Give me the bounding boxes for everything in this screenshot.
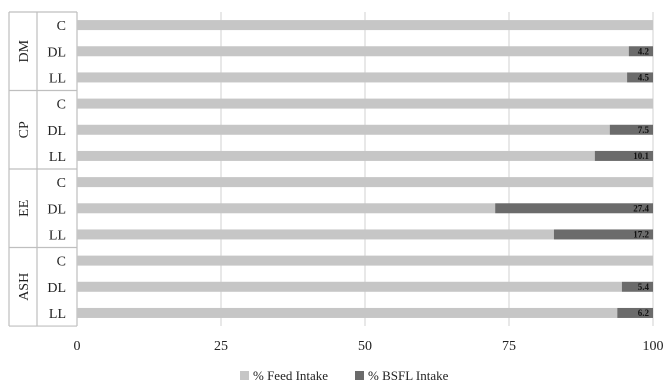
- bar-bsfl-intake: [495, 203, 653, 214]
- bar-feed-intake: [77, 124, 610, 135]
- bar-feed-intake: [77, 72, 628, 83]
- category-label: LL: [49, 71, 66, 86]
- bar-bsfl-intake: [617, 307, 653, 318]
- category-label: DL: [47, 202, 66, 217]
- bsfl-data-label: 6.2: [638, 308, 650, 318]
- group-label-ash: ASH: [17, 273, 32, 301]
- legend-label-bsfl: % BSFL Intake: [368, 368, 449, 383]
- bsfl-data-label: 5.4: [638, 282, 650, 292]
- x-tick-label: 50: [358, 339, 372, 354]
- bar-bsfl-intake: [553, 229, 653, 240]
- legend-swatch-feed: [240, 371, 249, 380]
- bar-feed-intake: [77, 307, 618, 318]
- bars: 4.2 4.5 7.5 10.1 27.4 17.2 5.4 6.2: [77, 20, 653, 318]
- bsfl-data-label: 10.1: [633, 151, 649, 161]
- group-label-cp: CP: [17, 121, 32, 138]
- category-label: DL: [47, 45, 66, 60]
- x-tick-label: 0: [74, 339, 81, 354]
- bar-feed-intake: [77, 229, 554, 240]
- bsfl-data-label: 17.2: [633, 229, 649, 239]
- legend: % Feed Intake % BSFL Intake: [240, 368, 449, 383]
- bsfl-data-label: 4.5: [638, 72, 650, 82]
- bsfl-data-label: 7.5: [638, 125, 650, 135]
- group-label-ee: EE: [17, 200, 32, 217]
- category-label: DL: [47, 281, 66, 296]
- category-label: LL: [49, 150, 66, 165]
- category-label: LL: [49, 307, 66, 322]
- bar-bsfl-intake: [621, 281, 653, 292]
- bar-feed-intake: [77, 177, 653, 188]
- category-label: C: [57, 176, 66, 191]
- grid-lines: [76, 12, 654, 326]
- group-label-dm: DM: [17, 39, 32, 62]
- bsfl-data-label: 27.4: [633, 203, 649, 213]
- category-label: DL: [47, 124, 66, 139]
- category-label: C: [57, 255, 66, 270]
- x-tick-label: 75: [502, 339, 516, 354]
- bar-bsfl-intake: [594, 150, 653, 161]
- bar-feed-intake: [77, 20, 653, 31]
- bar-bsfl-intake: [609, 124, 653, 135]
- bar-feed-intake: [77, 281, 622, 292]
- x-tick-label: 25: [214, 339, 228, 354]
- category-axis: DM C DL LL CP C DL LL EE C DL LL ASH C DL LL: [8, 11, 77, 327]
- category-label: C: [57, 98, 66, 113]
- bar-feed-intake: [77, 150, 595, 161]
- bar-feed-intake: [77, 255, 653, 266]
- bsfl-data-label: 4.2: [638, 46, 650, 56]
- bar-bsfl-intake: [628, 46, 653, 57]
- bar-feed-intake: [77, 98, 653, 109]
- legend-label-feed: % Feed Intake: [253, 368, 328, 383]
- x-tick-label: 100: [643, 339, 664, 354]
- bar-feed-intake: [77, 46, 629, 57]
- bar-bsfl-intake: [627, 72, 653, 83]
- legend-swatch-bsfl: [355, 371, 364, 380]
- bar-feed-intake: [77, 203, 496, 214]
- category-label: LL: [49, 228, 66, 243]
- category-label: C: [57, 19, 66, 34]
- x-axis-ticks: 0 25 50 75 100: [74, 339, 664, 354]
